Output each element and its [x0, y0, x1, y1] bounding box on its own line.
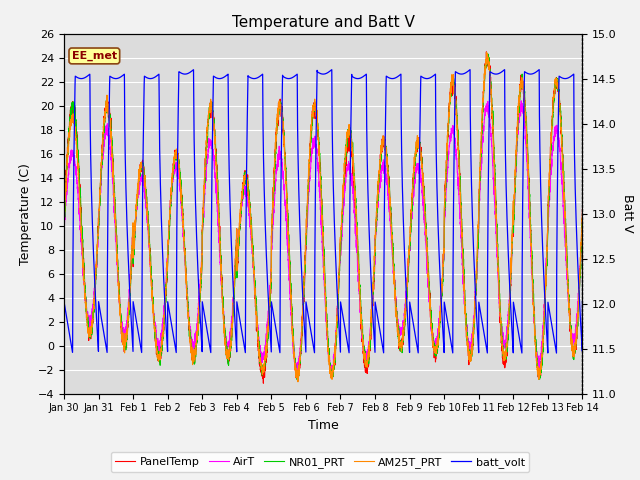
NR01_PRT [468, 348, 476, 353]
AM25T_PRT [468, 336, 476, 342]
NR01_PRT [483, 50, 491, 56]
batt_volt [468, 216, 476, 221]
PanelTemp [579, 206, 586, 212]
NR01_PRT [60, 219, 68, 225]
AirT [154, 341, 161, 347]
batt_volt [154, 73, 161, 79]
PanelTemp [578, 221, 586, 227]
PanelTemp [439, 259, 447, 265]
batt_volt [439, 332, 447, 337]
AM25T_PRT [60, 217, 68, 223]
Line: AirT: AirT [64, 101, 582, 375]
AirT [304, 216, 312, 221]
batt_volt [410, 327, 418, 333]
Line: AM25T_PRT: AM25T_PRT [64, 53, 582, 382]
Line: PanelTemp: PanelTemp [64, 52, 582, 383]
batt_volt [535, 67, 543, 72]
PanelTemp [60, 217, 68, 223]
PanelTemp [304, 199, 312, 204]
AM25T_PRT [578, 223, 586, 228]
batt_volt [552, 350, 560, 356]
AirT [578, 243, 586, 249]
AM25T_PRT [411, 168, 419, 174]
AirT [579, 218, 586, 224]
AM25T_PRT [304, 194, 312, 200]
NR01_PRT [293, 377, 301, 383]
Legend: PanelTemp, AirT, NR01_PRT, AM25T_PRT, batt_volt: PanelTemp, AirT, NR01_PRT, AM25T_PRT, ba… [111, 452, 529, 472]
batt_volt [60, 299, 68, 304]
Y-axis label: Batt V: Batt V [621, 194, 634, 233]
batt_volt [304, 308, 312, 314]
PanelTemp [154, 347, 161, 353]
Y-axis label: Temperature (C): Temperature (C) [19, 163, 32, 264]
AirT [439, 262, 447, 267]
AirT [328, 372, 336, 378]
AM25T_PRT [439, 264, 447, 269]
batt_volt [579, 299, 586, 304]
AirT [60, 226, 68, 231]
NR01_PRT [439, 264, 447, 269]
PanelTemp [468, 347, 476, 352]
X-axis label: Time: Time [308, 419, 339, 432]
PanelTemp [411, 167, 419, 172]
AM25T_PRT [579, 211, 586, 217]
NR01_PRT [411, 166, 419, 172]
NR01_PRT [578, 236, 586, 242]
PanelTemp [483, 49, 490, 55]
NR01_PRT [579, 224, 586, 230]
AirT [411, 183, 419, 189]
Title: Temperature and Batt V: Temperature and Batt V [232, 15, 415, 30]
batt_volt [578, 342, 586, 348]
AirT [517, 98, 525, 104]
PanelTemp [260, 380, 268, 386]
AM25T_PRT [483, 50, 490, 56]
NR01_PRT [154, 348, 161, 353]
AM25T_PRT [154, 349, 161, 355]
Line: batt_volt: batt_volt [64, 70, 582, 353]
Text: EE_met: EE_met [72, 51, 117, 61]
NR01_PRT [304, 201, 312, 207]
AirT [468, 329, 476, 335]
AM25T_PRT [294, 379, 302, 384]
Line: NR01_PRT: NR01_PRT [64, 53, 582, 380]
